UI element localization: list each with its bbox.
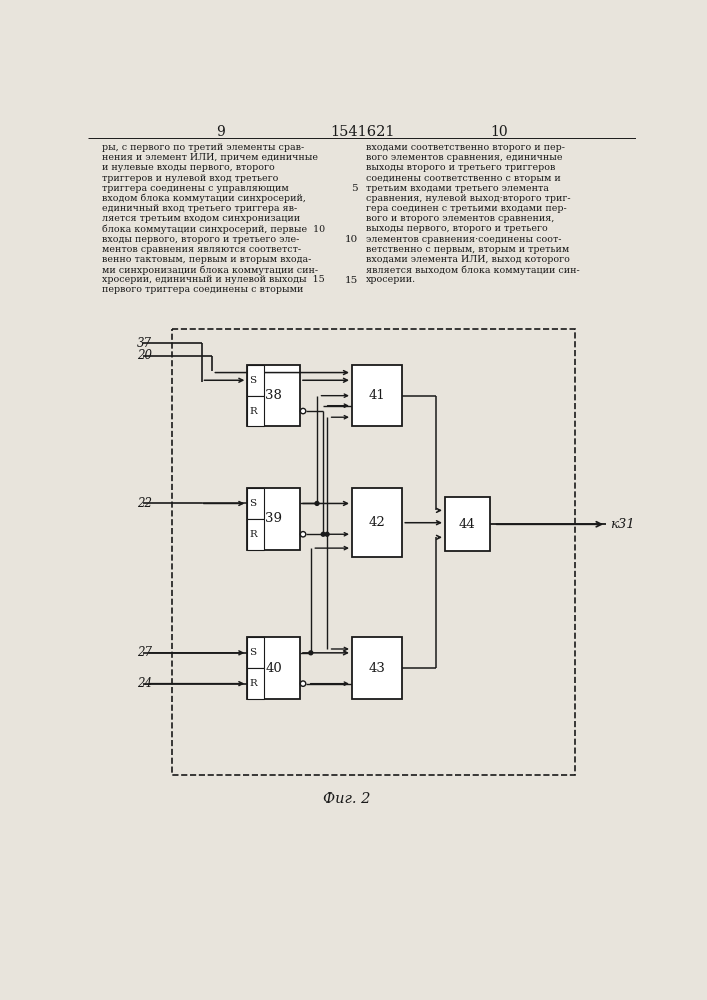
Text: Фиг. 2: Фиг. 2 [323,792,370,806]
Text: 44: 44 [459,518,476,531]
Bar [352,637,402,699]
Text: третьим входами третьего элемента: третьим входами третьего элемента [366,184,549,193]
Bar [247,365,300,426]
Text: сравнения, нулевой выход·второго триг-: сравнения, нулевой выход·второго триг- [366,194,571,203]
Text: ментов сравнения являются соответст-: ментов сравнения являются соответст- [103,245,301,254]
Text: 39: 39 [265,512,282,525]
Circle shape [300,532,305,537]
Circle shape [309,651,312,655]
Bar [352,365,402,426]
Bar [172,329,575,775]
Text: R: R [250,679,257,688]
Text: 40: 40 [265,662,282,675]
Text: ми синхронизации блока коммутации син-: ми синхронизации блока коммутации син- [103,265,318,275]
Bar [247,488,300,550]
Text: S: S [250,648,257,657]
Text: 9: 9 [216,125,225,139]
Text: триггера соединены с управляющим: триггера соединены с управляющим [103,184,289,193]
Text: ляется третьим входом синхронизации: ляется третьим входом синхронизации [103,214,300,223]
Text: 10: 10 [345,235,358,244]
Circle shape [300,681,305,686]
Text: гера соединен с третьими входами пер-: гера соединен с третьими входами пер- [366,204,566,213]
Text: входами соответственно второго и пер-: входами соответственно второго и пер- [366,143,565,152]
Bar [247,637,264,668]
Text: элементов сравнения·соединены соот-: элементов сравнения·соединены соот- [366,235,561,244]
Text: R: R [250,530,257,539]
Text: 22: 22 [137,497,152,510]
Circle shape [325,532,329,536]
Text: хросерии.: хросерии. [366,275,416,284]
Text: триггеров и нулевой вход третьего: триггеров и нулевой вход третьего [103,174,279,183]
Circle shape [300,408,305,414]
Circle shape [315,502,319,505]
Text: 20: 20 [137,349,152,362]
Text: ры, с первого по третий элементы срав-: ры, с первого по третий элементы срав- [103,143,305,152]
Text: 10: 10 [491,125,508,139]
Text: 15: 15 [345,276,358,285]
Text: S: S [250,499,257,508]
Bar [352,488,402,557]
Text: и нулевые входы первого, второго: и нулевые входы первого, второго [103,163,275,172]
Text: 5: 5 [351,184,358,193]
Bar [247,668,264,699]
Text: входом блока коммутации синхросерий,: входом блока коммутации синхросерий, [103,194,306,203]
Text: первого триггера соединены с вторыми: первого триггера соединены с вторыми [103,285,304,294]
Text: 38: 38 [265,389,282,402]
Text: выходы второго и третьего триггеров: выходы второго и третьего триггеров [366,163,555,172]
Text: соединены соответственно с вторым и: соединены соответственно с вторым и [366,174,561,183]
Text: вого элементов сравнения, единичные: вого элементов сравнения, единичные [366,153,562,162]
Text: хросерии, единичный и нулевой выходы  15: хросерии, единичный и нулевой выходы 15 [103,275,325,284]
Text: выходы первого, второго и третьего: выходы первого, второго и третьего [366,224,548,233]
Text: 42: 42 [368,516,385,529]
Text: вого и второго элементов сравнения,: вого и второго элементов сравнения, [366,214,554,223]
Bar [247,637,300,699]
Bar [247,365,264,396]
Text: единичный вход третьего триггера яв-: единичный вход третьего триггера яв- [103,204,298,213]
Text: 41: 41 [368,389,385,402]
Text: входы первого, второго и третьего эле-: входы первого, второго и третьего эле- [103,235,300,244]
Text: 27: 27 [137,646,152,659]
Text: блока коммутации синхросерий, первые  10: блока коммутации синхросерий, первые 10 [103,224,325,234]
Text: R: R [250,407,257,416]
Text: S: S [250,376,257,385]
Text: венно тактовым, первым и вторым входа-: венно тактовым, первым и вторым входа- [103,255,312,264]
Text: 43: 43 [368,662,385,675]
Text: нения и элемент ИЛИ, причем единичные: нения и элемент ИЛИ, причем единичные [103,153,318,162]
Bar [247,519,264,550]
Text: 1541621: 1541621 [330,125,395,139]
Text: к31: к31 [610,518,635,531]
Circle shape [321,532,325,536]
Text: ветственно с первым, вторым и третьим: ветственно с первым, вторым и третьим [366,245,569,254]
Bar [247,488,264,519]
Text: входами элемента ИЛИ, выход которого: входами элемента ИЛИ, выход которого [366,255,570,264]
Text: 37: 37 [137,337,152,350]
Bar [445,497,490,551]
Text: 24: 24 [137,677,152,690]
Text: является выходом блока коммутации син-: является выходом блока коммутации син- [366,265,580,275]
Bar [247,396,264,426]
